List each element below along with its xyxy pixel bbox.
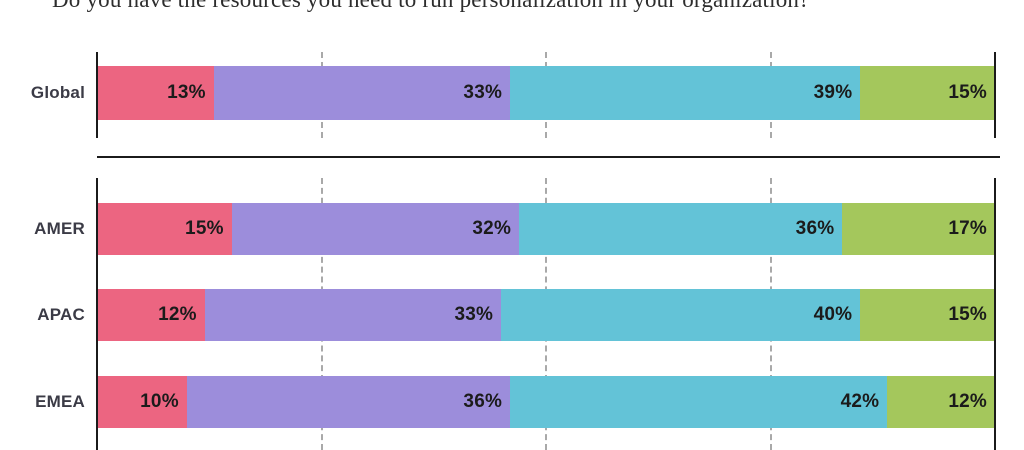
bar-segment-pink: 13% [97,66,214,120]
bar-segment-teal: 42% [510,376,888,428]
value-label: 39% [813,82,853,103]
value-label: 40% [813,304,853,325]
value-label: 33% [463,82,503,103]
bar-segment-pink: 12% [97,289,205,341]
y-axis-line [96,52,98,138]
bar-segment-purple: 33% [213,66,511,120]
bar-row-apac: 12% 33% 40% 15% [97,289,995,341]
bar-segment-teal: 39% [510,66,861,120]
value-label: 33% [454,304,494,325]
value-label: 12% [948,391,987,412]
chart-separator [97,156,1000,158]
bar-segment-green: 15% [860,66,995,120]
value-label: 10% [140,391,179,412]
global-chart: 13% 33% 39% 15% [96,52,996,138]
value-label: 17% [948,218,987,239]
value-label: 36% [795,218,835,239]
bar-segment-purple: 32% [231,203,520,255]
bar-segment-green: 17% [842,203,995,255]
value-label: 36% [463,391,503,412]
bar-segment-teal: 36% [519,203,843,255]
regional-chart: 15% 32% 36% 17% 12% 33% 40% 15% 10% 36% 42% 12% [96,178,996,450]
right-boundary-line [994,52,996,138]
value-label: 12% [158,304,197,325]
bar-row-amer: 15% 32% 36% 17% [97,203,995,255]
value-label: 15% [185,218,224,239]
category-label-global: Global [30,83,85,102]
bar-segment-purple: 36% [186,376,511,428]
bar-segment-green: 12% [887,376,995,428]
bar-segment-purple: 33% [204,289,502,341]
y-axis-line [96,178,98,450]
category-label-amer: AMER [34,219,85,238]
bar-row-global: 13% 33% 39% 15% [97,66,995,120]
category-label-apac: APAC [37,305,85,324]
value-label: 42% [840,391,880,412]
value-label: 15% [948,82,987,103]
value-label: 15% [948,304,987,325]
bar-row-emea: 10% 36% 42% 12% [97,376,995,428]
value-label: 13% [167,82,206,103]
chart-title: Do you have the resources you need to ru… [52,0,810,11]
bar-segment-teal: 40% [501,289,861,341]
bar-segment-pink: 10% [97,376,187,428]
bar-segment-pink: 15% [97,203,232,255]
bar-segment-green: 15% [860,289,995,341]
category-label-emea: EMEA [35,392,85,411]
right-boundary-line [994,178,996,450]
value-label: 32% [472,218,512,239]
